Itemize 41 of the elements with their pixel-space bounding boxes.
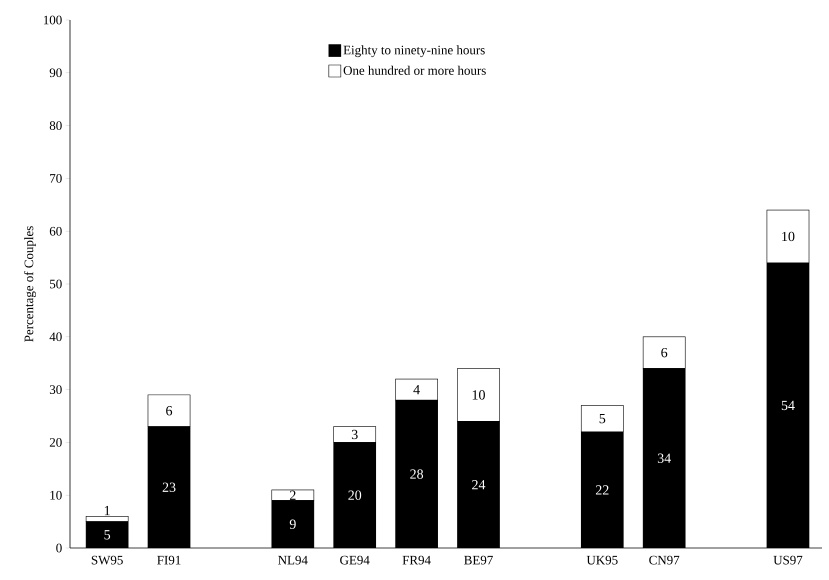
data-label: 1	[104, 506, 110, 516]
y-tick-label: 70	[50, 174, 62, 183]
y-tick-label: 60	[50, 226, 62, 236]
legend-label: Eighty to ninety-nine hours	[344, 45, 485, 58]
x-tick-label: FI91	[157, 556, 180, 564]
data-label: 54	[782, 400, 795, 410]
x-tick-label: CN97	[649, 556, 680, 564]
data-label: 6	[166, 406, 172, 416]
y-tick-label: 30	[50, 385, 62, 394]
y-tick-label: 10	[50, 490, 62, 500]
y-axis-title: Percentage of Couples	[24, 226, 36, 342]
data-label: 5	[600, 414, 606, 424]
x-tick-label: GE94	[340, 556, 370, 564]
legend-label: One hundred or more hours	[344, 66, 486, 75]
x-tick-label: SW95	[92, 556, 123, 565]
y-tick-label: 50	[50, 280, 62, 288]
x-tick-label: FR94	[402, 556, 431, 564]
data-label: 3	[352, 430, 358, 440]
data-label: 6	[661, 348, 668, 358]
x-tick-label: BE97	[464, 556, 493, 564]
y-tick-label: 100	[44, 16, 62, 24]
data-label: 2	[290, 490, 296, 500]
data-label: 5	[104, 530, 110, 540]
data-label: 9	[290, 520, 296, 529]
y-tick-label: 20	[50, 438, 62, 447]
y-tick-label: 80	[50, 121, 62, 130]
data-label: 34	[658, 454, 671, 463]
data-label: 22	[596, 485, 608, 495]
data-label: 10	[782, 232, 794, 242]
y-tick-label: 0	[56, 544, 62, 552]
data-label: 10	[472, 390, 485, 400]
y-tick-label: 40	[50, 332, 62, 342]
x-tick-label: UK95	[586, 556, 618, 564]
data-label: 24	[472, 480, 486, 490]
x-tick-label: NL94	[278, 556, 308, 564]
data-label: 28	[410, 469, 424, 479]
data-label: 4	[413, 385, 420, 394]
data-label: 20	[348, 490, 362, 500]
data-label: 23	[162, 482, 176, 492]
y-tick-label: 90	[50, 68, 62, 78]
x-tick-label: US97	[773, 556, 802, 564]
